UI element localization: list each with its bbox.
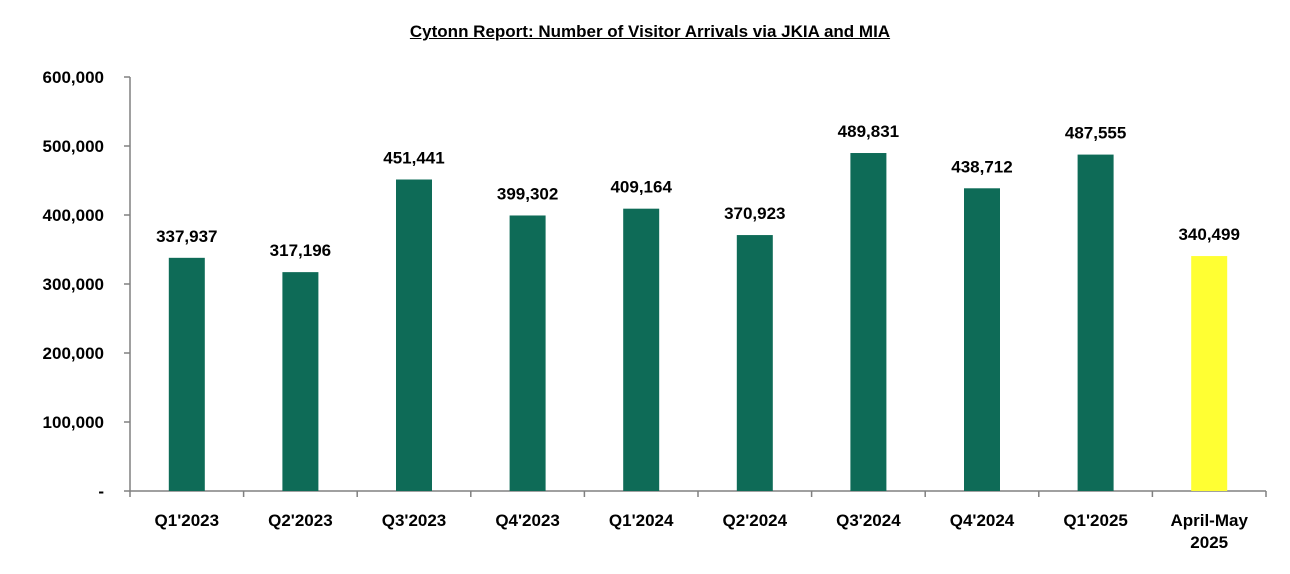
value-label: 451,441 [383, 149, 444, 168]
y-tick-label: 200,000 [43, 344, 104, 363]
bar-8 [964, 188, 1000, 491]
y-tick-label: 300,000 [43, 275, 104, 294]
category-label: Q2'2024 [723, 511, 788, 530]
value-label: 409,164 [610, 178, 672, 197]
value-label: 317,196 [270, 241, 331, 260]
value-label: 370,923 [724, 204, 785, 223]
chart-title: Cytonn Report: Number of Visitor Arrival… [409, 22, 891, 41]
category-label: Q2'2023 [268, 511, 333, 530]
category-label: Q3'2024 [836, 511, 901, 530]
y-tick-label: 500,000 [43, 137, 104, 156]
value-label: 487,555 [1065, 124, 1126, 143]
value-label: 340,499 [1178, 225, 1239, 244]
bar-3 [396, 179, 432, 491]
category-label: Q4'2024 [950, 511, 1015, 530]
value-label: 489,831 [838, 122, 899, 141]
bar-9 [1077, 154, 1114, 492]
y-tick-label: 400,000 [43, 206, 104, 225]
bar-5 [623, 208, 660, 492]
bar-6 [736, 235, 773, 491]
bar-4 [509, 215, 546, 491]
y-tick-label: - [98, 482, 104, 501]
y-tick-label: 600,000 [43, 68, 104, 87]
category-label: Q4'2023 [495, 511, 560, 530]
category-label: Q1'2025 [1063, 511, 1128, 530]
category-label: April-May 2025 [1170, 511, 1248, 552]
value-label: 399,302 [497, 184, 558, 203]
y-tick-label: 100,000 [43, 413, 104, 432]
value-label: 337,937 [156, 227, 217, 246]
category-label: Q3'2023 [382, 511, 447, 530]
bar-1 [168, 257, 205, 491]
category-label: Q1'2024 [609, 511, 674, 530]
value-label: 438,712 [951, 157, 1012, 176]
bar-10 [1191, 256, 1228, 491]
category-label: Q1'2023 [155, 511, 220, 530]
bar-7 [850, 153, 887, 492]
bar-2 [282, 272, 319, 491]
